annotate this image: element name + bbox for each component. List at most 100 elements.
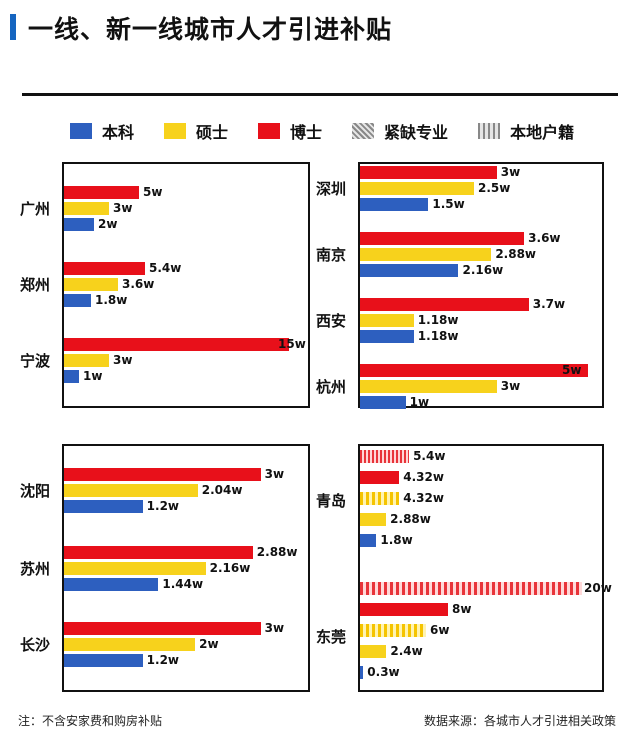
data-label-广州-本科: 2w [98,217,118,231]
legend-item-硕士: 硕士 [164,119,228,143]
bar-深圳-博士 [360,166,497,179]
data-label-西安-博士: 3.7w [532,297,566,311]
data-label-东莞-博士-本地户籍: 20w [584,581,612,595]
bar-东莞-硕士-本地户籍 [360,624,426,637]
bar-青岛-博士-紧缺专业 [360,450,410,463]
data-label-广州-硕士: 3w [113,201,133,215]
city-label-青岛: 青岛 [316,492,347,510]
bar-西安-博士 [360,298,529,311]
bar-深圳-硕士 [360,182,474,195]
bar-郑州-硕士 [64,278,118,291]
bar-沈阳-博士 [64,468,261,481]
data-label-沈阳-硕士: 2.04w [201,483,243,497]
data-label-东莞-本科: 0.3w [367,665,400,679]
city-label-苏州: 苏州 [20,560,51,578]
data-label-东莞-硕士: 2.4w [390,644,423,658]
bar-深圳-本科 [360,198,429,211]
data-label-东莞-博士: 8w [452,602,472,616]
bar-广州-博士 [64,186,139,199]
bar-青岛-硕士-紧缺专业 [360,492,400,505]
city-label-西安: 西安 [316,312,347,330]
data-label-青岛-博士-紧缺专业: 5.4w [413,449,446,463]
legend-item-本地户籍: 本地户籍 [478,119,574,143]
data-label-西安-本科: 1.18w [417,329,459,343]
bar-苏州-本科 [64,578,159,591]
legend-label-紧缺专业: 紧缺专业 [384,123,449,142]
data-label-苏州-博士: 2.88w [256,545,298,559]
city-label-郑州: 郑州 [20,276,51,294]
legend-item-紧缺专业: 紧缺专业 [352,119,448,143]
bar-长沙-硕士 [64,638,196,651]
legend-item-本科: 本科 [70,119,134,143]
data-label-沈阳-本科: 1.2w [146,499,179,513]
bar-杭州-硕士 [360,380,497,393]
data-label-长沙-本科: 1.2w [146,653,179,667]
bar-东莞-博士-本地户籍 [360,582,582,595]
data-label-郑州-硕士: 3.6w [122,277,155,291]
data-label-宁波-硕士: 3w [113,353,133,367]
bar-宁波-本科 [64,370,79,383]
chart-panel-bottom-right [358,444,604,692]
bar-宁波-硕士 [64,354,109,367]
data-label-深圳-博士: 3w [500,165,521,179]
legend-label-博士: 博士 [290,123,323,142]
data-label-青岛-硕士: 2.88w [390,512,431,526]
legend-swatch-博士 [258,123,281,139]
city-label-杭州: 杭州 [316,378,347,396]
data-label-杭州-博士: 5w [562,363,582,377]
legend: 本科 硕士 博士 紧缺专业 本地户籍 [70,118,604,144]
legend-item-博士: 博士 [258,119,322,143]
bar-沈阳-硕士 [64,484,198,497]
legend-label-本地户籍: 本地户籍 [510,123,575,142]
data-label-苏州-本科: 1.44w [162,577,204,591]
bar-南京-本科 [360,264,459,277]
bar-长沙-博士 [64,622,261,635]
city-label-宁波: 宁波 [20,352,51,370]
bar-杭州-博士 [360,364,588,377]
bar-西安-本科 [360,330,414,343]
footnote-source: 数据来源：各城市人才引进相关政策 [423,714,616,728]
legend-swatch-本地户籍 [478,123,501,139]
bar-青岛-本科 [360,534,377,547]
bar-西安-硕士 [360,314,414,327]
bar-沈阳-本科 [64,500,143,513]
city-label-南京: 南京 [316,246,347,264]
city-label-广州: 广州 [20,200,51,218]
legend-swatch-本科 [70,123,92,139]
bar-广州-硕士 [64,202,109,215]
data-label-宁波-本科: 1w [83,369,103,383]
data-label-杭州-本科: 1w [409,395,430,409]
title-divider [22,93,618,96]
bar-长沙-本科 [64,654,143,667]
legend-label-本科: 本科 [102,123,135,142]
city-label-长沙: 长沙 [20,636,51,654]
bar-杭州-本科 [360,396,406,409]
data-label-广州-博士: 5w [143,185,163,199]
data-label-青岛-博士: 4.32w [403,470,444,484]
data-label-郑州-本科: 1.8w [95,293,128,307]
data-label-南京-博士: 3.6w [528,231,561,245]
data-label-郑州-博士: 5.4w [149,261,182,275]
page-title: 一线、新一线城市人才引进补贴 [28,15,393,44]
bar-东莞-硕士 [360,645,387,658]
title-accent-bar [10,14,16,40]
city-label-深圳: 深圳 [316,180,347,198]
bar-青岛-硕士 [360,513,387,526]
bar-青岛-博士 [360,471,400,484]
bar-东莞-博士 [360,603,448,616]
city-label-东莞: 东莞 [316,628,347,646]
data-label-东莞-硕士-本地户籍: 6w [430,623,450,637]
legend-swatch-硕士 [164,123,187,139]
legend-swatch-紧缺专业 [352,123,375,139]
city-label-沈阳: 沈阳 [20,482,51,500]
footnote-note: 注：不含安家费和购房补贴 [18,714,163,728]
data-label-宁波-博士: 15w [278,337,306,351]
bar-苏州-博士 [64,546,253,559]
bar-东莞-本科 [360,666,364,679]
data-label-苏州-硕士: 2.16w [209,561,251,575]
data-label-青岛-本科: 1.8w [380,533,413,547]
bar-苏州-硕士 [64,562,206,575]
data-label-西安-硕士: 1.18w [417,313,459,327]
bar-郑州-本科 [64,294,91,307]
data-label-南京-本科: 2.16w [462,263,504,277]
